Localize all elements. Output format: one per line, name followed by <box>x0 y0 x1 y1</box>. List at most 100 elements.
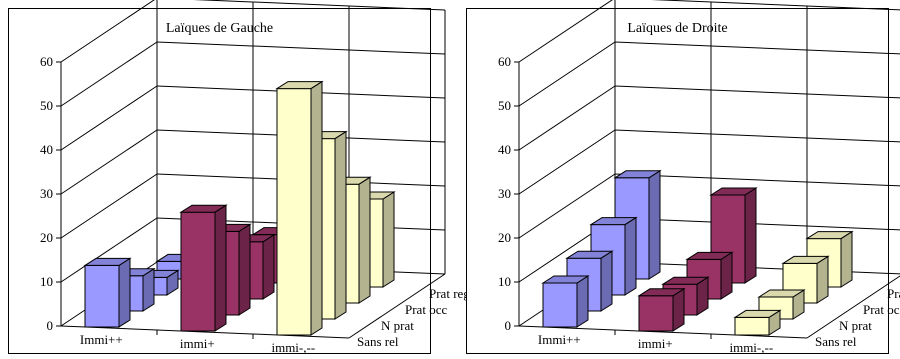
y-tick-label: 60 <box>40 54 53 69</box>
bar-side <box>310 80 323 336</box>
depth-axis-line <box>348 273 446 339</box>
chart-panel-left: Laïques de Gauche 0 10 20 30 40 50 60 Immi++ imm… <box>8 0 470 355</box>
bars-layer <box>541 169 854 336</box>
labels-layer: 0 10 20 30 40 50 60 Immi++ immi+ immi-,-- Sans rel… <box>498 54 900 355</box>
bar-front <box>542 282 578 328</box>
x-tick-label: Immi++ <box>538 332 581 347</box>
bar-side <box>238 223 251 316</box>
y-tick-label: 10 <box>40 274 53 289</box>
bar-top <box>733 309 782 318</box>
bar-front <box>180 211 216 332</box>
bar-top <box>637 288 686 297</box>
y-tick-label: 10 <box>498 274 511 289</box>
side-gridline <box>60 0 155 63</box>
side-gridline <box>60 129 158 195</box>
bar-side <box>816 255 829 304</box>
bar-immi-,---N prat <box>757 289 806 320</box>
y-tick-label: 0 <box>505 318 512 333</box>
bar-side <box>840 230 853 288</box>
bar-chart-3d: 0 10 20 30 40 50 60 Immi++ immi+ immi-,-- Sans rel… <box>40 0 470 355</box>
bar-top <box>709 187 758 196</box>
back-gridline <box>614 261 900 275</box>
y-tick-label: 50 <box>40 98 53 113</box>
y-tick-label: 40 <box>498 142 511 157</box>
series-label: Prat reg <box>429 286 470 301</box>
bar-side <box>744 187 757 284</box>
series-label: N prat <box>839 318 872 333</box>
bar-top <box>179 204 228 213</box>
bar-immi+-Sans rel <box>637 287 686 332</box>
x-tick-label: immi+ <box>180 336 215 351</box>
bar-side <box>334 130 347 320</box>
series-label: N prat <box>381 318 414 333</box>
bar-top <box>661 276 710 285</box>
x-tick-label: immi-,-- <box>729 340 773 355</box>
x-tick-label: immi+ <box>638 336 673 351</box>
chart-title: Laïques de Gauche <box>165 21 274 36</box>
y-tick-label: 60 <box>498 54 511 69</box>
bar-top <box>589 217 638 226</box>
bar-immi-,---Prat occ <box>781 255 830 304</box>
series-label: Prat occ <box>405 302 447 317</box>
bar-side <box>648 169 661 280</box>
series-label: Sans rel <box>357 334 399 349</box>
side-gridline <box>518 129 616 195</box>
back-gridline <box>614 173 900 187</box>
bar-immi-,---Sans rel <box>275 80 324 336</box>
bar-front <box>84 264 120 328</box>
back-gridline <box>614 217 900 231</box>
bar-side <box>600 250 613 312</box>
bar-side <box>382 191 395 288</box>
bar-front <box>734 316 770 336</box>
x-axis-line <box>60 325 350 339</box>
bar-front <box>638 295 674 332</box>
back-gridline <box>650 0 900 11</box>
series-label: Prat occ <box>863 302 900 317</box>
side-gridline <box>60 173 158 239</box>
depth-axis-line <box>806 275 900 339</box>
bar-top <box>781 255 830 264</box>
bar-top <box>613 170 662 179</box>
y-tick-label: 40 <box>40 142 53 157</box>
bars-layer <box>83 80 396 336</box>
x-axis-line <box>518 325 808 339</box>
side-gridline <box>518 0 613 63</box>
bar-top <box>565 250 614 259</box>
y-tick-label: 20 <box>498 230 511 245</box>
bar-front <box>276 88 312 336</box>
bar-top <box>541 275 590 284</box>
side-gridline <box>60 217 158 283</box>
bar-chart-3d: 0 10 20 30 40 50 60 Immi++ immi+ immi-,-- Sans rel… <box>498 0 900 355</box>
chart-title: Laïques de Droite <box>627 21 728 36</box>
side-gridline <box>60 85 158 151</box>
bar-top <box>685 251 734 260</box>
bar-side <box>214 204 227 332</box>
side-gridline <box>518 41 616 107</box>
y-tick-label: 0 <box>47 318 54 333</box>
bar-top <box>757 289 806 298</box>
bar-top <box>83 257 132 266</box>
bar-top <box>275 81 324 90</box>
bar-top <box>805 231 854 240</box>
bar-side <box>576 275 589 328</box>
bar-Immi++-Sans rel <box>83 257 132 328</box>
chart-panel-right: Laïques de Droite 0 10 20 30 40 50 60 Immi++ imm… <box>466 0 900 355</box>
x-tick-label: immi-,-- <box>271 340 315 355</box>
y-tick-label: 30 <box>40 186 53 201</box>
bar-Immi++-Sans rel <box>541 275 590 328</box>
x-tick-label: Immi++ <box>80 332 123 347</box>
back-gridline <box>614 129 900 143</box>
bar-side <box>118 257 131 328</box>
y-tick-label: 50 <box>498 98 511 113</box>
bar-side <box>720 251 733 300</box>
labels-layer: 0 10 20 30 40 50 60 Immi++ immi+ immi-,-- Sans rel… <box>40 54 470 355</box>
side-gridline <box>518 85 616 151</box>
back-gridline <box>156 41 446 55</box>
y-tick-label: 30 <box>498 186 511 201</box>
side-gridline <box>518 173 616 239</box>
back-gridline <box>192 0 446 11</box>
y-tick-label: 20 <box>40 230 53 245</box>
side-gridline <box>60 41 158 107</box>
bar-immi+-Sans rel <box>179 204 228 332</box>
bar-immi-,---Sans rel <box>733 309 782 336</box>
